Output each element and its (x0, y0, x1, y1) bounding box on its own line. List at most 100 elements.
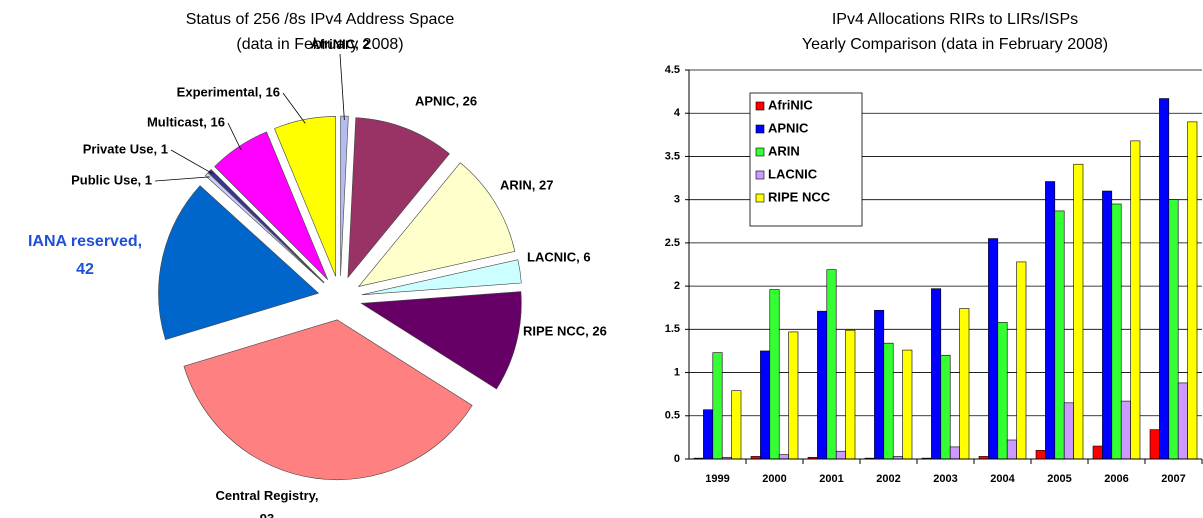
bar (731, 390, 742, 460)
bar-chart: IPv4 Allocations RIRs to LIRs/ISPs Yearl… (665, 11, 1203, 485)
bar (1054, 210, 1065, 460)
legend-swatch (755, 193, 765, 203)
legend-label: LACNIC (768, 166, 818, 181)
y-tick-label: 2 (674, 280, 680, 292)
bar (1092, 445, 1103, 460)
y-tick-label: 2.5 (665, 237, 680, 249)
slice-label: RIPE NCC, 26 (523, 323, 607, 338)
bar (988, 238, 999, 460)
pie-chart: Status of 256 /8s IPv4 Address Space (da… (28, 11, 607, 518)
bar (1187, 121, 1198, 460)
pie-slice (347, 117, 450, 279)
legend-box (749, 92, 863, 227)
bar (1130, 140, 1141, 460)
bar (1006, 439, 1017, 460)
bar (902, 349, 913, 460)
slice-label: ARIN, 27 (500, 177, 553, 192)
legend-label: RIPE NCC (768, 189, 831, 204)
bar (826, 269, 837, 460)
x-tick-label: 2006 (1104, 473, 1128, 485)
slice-label: Experimental, 16 (177, 84, 280, 99)
legend-label: AfriNIC (768, 97, 813, 112)
chart-subtitle: (data in February 2008) (236, 36, 403, 53)
pie-slice (274, 116, 337, 277)
bar (703, 409, 714, 460)
y-tick-label: 1.5 (665, 323, 680, 335)
bar (1159, 98, 1170, 460)
y-tick-label: 0.5 (665, 410, 680, 422)
leader-line (282, 92, 306, 124)
y-tick-label: 3.5 (665, 150, 680, 162)
legend-label: APNIC (768, 120, 809, 135)
bar (1111, 203, 1122, 460)
slice-label: AfriNIC, 2 (310, 36, 369, 51)
leader-line (227, 122, 242, 151)
slice-label: Central Registry,93 (215, 488, 318, 518)
x-tick-label: 1999 (705, 473, 729, 485)
y-tick-label: 3 (674, 194, 680, 206)
y-tick-label: 0 (674, 453, 680, 465)
slice-label: Multicast, 16 (147, 114, 225, 129)
slice-label: Private Use, 1 (83, 141, 168, 156)
bar (949, 446, 960, 460)
legend-label: ARIN (768, 143, 800, 158)
slice-label: Public Use, 1 (71, 172, 152, 187)
pie-slice (357, 162, 516, 287)
chart-subtitle: Yearly Comparison (data in February 2008… (802, 36, 1108, 53)
legend-swatch (755, 124, 765, 134)
bar (1177, 382, 1188, 460)
slice-label: IANA reserved, 42 (28, 233, 142, 278)
legend-swatch (755, 147, 765, 157)
bar (997, 322, 1008, 460)
bar (1149, 429, 1160, 460)
y-tick-label: 4 (674, 107, 681, 119)
bar (769, 289, 780, 460)
bar (1063, 402, 1074, 460)
pie-slice (214, 131, 329, 280)
pie-slice (183, 319, 473, 481)
legend-swatch (755, 170, 765, 180)
leader-line (170, 149, 213, 175)
bar (1168, 199, 1179, 460)
y-tick-label: 4.5 (665, 64, 680, 76)
bar (1102, 190, 1113, 460)
pie-slice (361, 259, 522, 296)
bar (778, 454, 789, 460)
bar (959, 308, 970, 460)
x-tick-label: 2007 (1161, 473, 1185, 485)
bar (874, 310, 885, 460)
y-tick-label: 1 (674, 366, 680, 378)
chart-title: IPv4 Allocations RIRs to LIRs/ISPs (832, 11, 1078, 28)
x-tick-label: 2005 (1047, 473, 1071, 485)
slice-label: APNIC, 26 (415, 93, 477, 108)
bar (817, 310, 828, 460)
pie-slice (158, 185, 320, 340)
bar (1045, 181, 1056, 460)
legend-swatch (755, 101, 765, 111)
bar (835, 450, 846, 460)
bar (1073, 163, 1084, 460)
bar (760, 350, 771, 460)
x-tick-label: 2003 (933, 473, 957, 485)
leader-line (154, 176, 210, 182)
x-tick-label: 2000 (762, 473, 786, 485)
pie-slice (204, 172, 325, 284)
leader-line (339, 53, 345, 121)
bar (712, 352, 723, 460)
x-tick-label: 2002 (876, 473, 900, 485)
bar (788, 331, 799, 460)
slice-label: LACNIC, 6 (527, 249, 591, 264)
pie-slice (207, 169, 325, 283)
bar (845, 329, 856, 460)
bar (1016, 261, 1027, 460)
bar (1035, 450, 1046, 460)
chart-title: Status of 256 /8s IPv4 Address Space (186, 11, 455, 28)
bar (931, 288, 942, 460)
bar (883, 342, 894, 460)
x-tick-label: 2004 (990, 473, 1015, 485)
x-tick-label: 2001 (819, 473, 843, 485)
bar (1120, 400, 1131, 460)
pie-slice (360, 291, 522, 390)
pie-slice (340, 115, 349, 277)
